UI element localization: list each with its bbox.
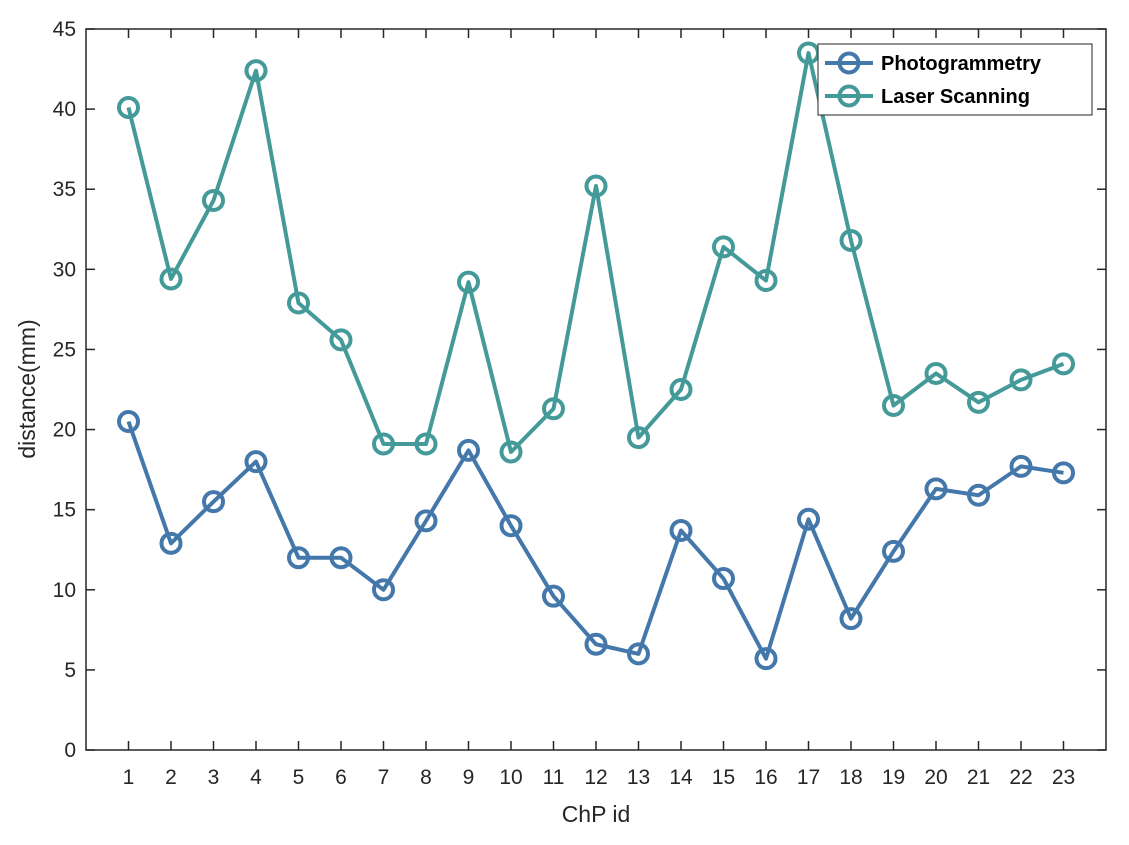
series-line-photogrammetry: [126, 420, 1064, 661]
y-tick-label: 20: [53, 419, 76, 442]
data-point-photogrammetry: [117, 410, 140, 434]
x-tick-label: 9: [463, 766, 475, 789]
y-tick-label: 35: [53, 178, 76, 201]
data-point-photogrammetry: [244, 450, 268, 474]
x-tick-label: 11: [543, 766, 565, 789]
data-point-photogrammetry: [924, 477, 948, 501]
legend-label-laser-scanning: Laser Scanning: [881, 86, 1030, 108]
legend: Photogrammetry Laser Scanning: [817, 43, 1093, 116]
data-point-photogrammetry: [287, 546, 310, 570]
x-tick-label: 14: [669, 766, 693, 789]
data-point-photogrammetry: [669, 518, 693, 542]
x-tick-label: 6: [335, 766, 347, 789]
x-tick-label: 2: [165, 766, 177, 789]
data-point-photogrammetry: [967, 483, 990, 507]
data-point-photogrammetry: [627, 642, 650, 666]
x-tick-label: 10: [499, 766, 522, 789]
data-point-photogrammetry: [1009, 454, 1033, 478]
x-axis: 1 2 3 4 5 6 7 8 9 10 11 12 13 14 15 16 17 18 19 20 21 22 23: [123, 29, 1075, 789]
x-tick-label: 19: [882, 766, 905, 789]
y-tick-label: 0: [64, 739, 76, 762]
legend-box: [817, 43, 1093, 116]
x-tick-label: 8: [420, 766, 432, 789]
x-tick-label: 18: [839, 766, 862, 789]
data-point-photogrammetry: [372, 578, 395, 602]
data-point-laser-scanning: [202, 188, 225, 212]
data-point-photogrammetry: [712, 567, 735, 591]
x-tick-label: 16: [754, 766, 777, 789]
data-point-photogrammetry: [499, 514, 523, 538]
data-point-photogrammetry: [414, 509, 438, 533]
data-point-photogrammetry: [754, 647, 778, 671]
legend-marker-laser-scanning: [837, 84, 861, 108]
data-point-photogrammetry: [1052, 461, 1075, 485]
x-tick-label: 4: [250, 766, 262, 789]
data-point-photogrammetry: [584, 632, 608, 656]
y-axis: 0 5 10 15 20 25 30 35 40 45: [53, 18, 1106, 762]
x-tick-label: 23: [1052, 766, 1075, 789]
y-tick-label: 30: [53, 258, 76, 281]
data-point-photogrammetry: [457, 438, 480, 462]
data-point-photogrammetry: [159, 531, 183, 555]
x-tick-label: 22: [1009, 766, 1032, 789]
x-tick-label: 17: [797, 766, 820, 789]
x-tick-label: 7: [378, 766, 390, 789]
x-tick-label: 20: [924, 766, 947, 789]
legend-label-photogrammetry: Photogrammetry: [881, 53, 1042, 75]
y-tick-label: 15: [53, 499, 76, 522]
data-point-photogrammetry: [329, 546, 353, 570]
data-point-laser-scanning: [839, 228, 863, 252]
data-point-laser-scanning: [669, 378, 693, 401]
data-point-laser-scanning: [627, 426, 650, 450]
data-point-laser-scanning: [244, 59, 268, 83]
data-point-laser-scanning: [329, 328, 353, 352]
data-point-laser-scanning: [159, 267, 183, 291]
y-tick-label: 5: [64, 659, 76, 682]
y-tick-label: 40: [53, 98, 76, 121]
data-point-photogrammetry: [797, 507, 820, 531]
data-point-photogrammetry: [839, 607, 863, 631]
series-layer: [117, 41, 1075, 671]
data-point-laser-scanning: [967, 390, 990, 414]
x-axis-label: ChP id: [562, 801, 631, 827]
x-tick-label: 5: [293, 766, 305, 789]
plot-area: [85, 28, 1107, 751]
x-tick-label: 21: [967, 766, 990, 789]
data-point-laser-scanning: [499, 440, 523, 464]
y-tick-label: 10: [53, 579, 76, 602]
data-point-photogrammetry: [882, 539, 905, 563]
data-point-laser-scanning: [584, 174, 608, 198]
data-point-laser-scanning: [1009, 368, 1033, 392]
series-line-laser-scanning: [126, 51, 1065, 454]
data-point-laser-scanning: [712, 235, 735, 259]
data-point-laser-scanning: [542, 397, 565, 421]
x-tick-label: 15: [712, 766, 735, 789]
x-tick-label: 12: [584, 766, 607, 789]
y-tick-label: 25: [53, 338, 76, 361]
legend-marker-photogrammetry: [837, 51, 861, 75]
data-point-laser-scanning: [882, 394, 905, 418]
data-point-laser-scanning: [924, 361, 948, 385]
data-point-laser-scanning: [1052, 352, 1075, 376]
data-point-laser-scanning: [414, 432, 438, 456]
x-tick-label: 3: [208, 766, 220, 789]
x-tick-label: 13: [627, 766, 650, 789]
data-point-laser-scanning: [457, 270, 480, 294]
data-point-photogrammetry: [542, 584, 565, 608]
data-point-laser-scanning: [754, 269, 778, 293]
data-point-photogrammetry: [202, 490, 225, 514]
y-tick-label: 45: [53, 18, 76, 41]
y-axis-label: distance(mm): [14, 319, 40, 458]
data-point-laser-scanning: [117, 96, 140, 120]
data-point-laser-scanning: [372, 432, 395, 456]
data-point-laser-scanning: [287, 291, 310, 315]
x-tick-label: 1: [123, 766, 135, 789]
